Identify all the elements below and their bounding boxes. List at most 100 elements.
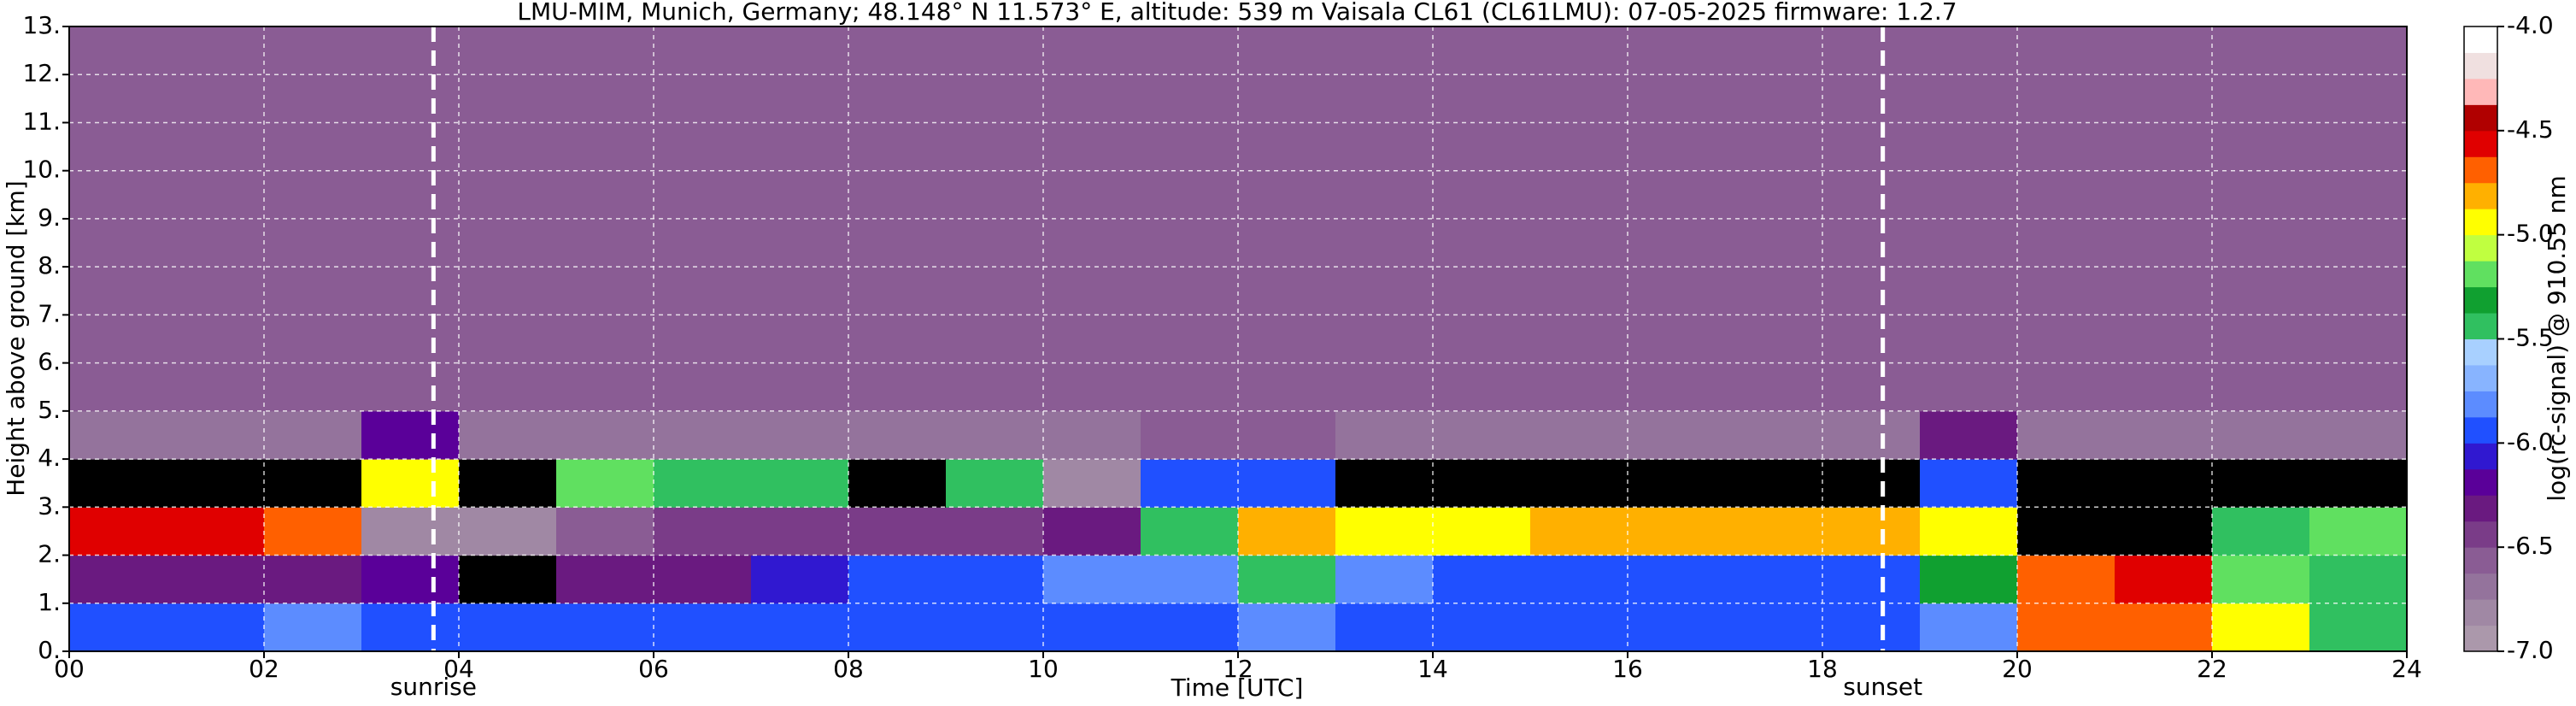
y-tick-label: 1. bbox=[38, 588, 61, 616]
y-tick-label: 10. bbox=[22, 156, 61, 184]
heatmap-cell bbox=[1628, 459, 1726, 508]
heatmap-cell bbox=[2212, 170, 2310, 220]
heatmap-cell bbox=[946, 410, 1044, 460]
heatmap-cell bbox=[848, 74, 947, 123]
heatmap-cell bbox=[1433, 218, 1531, 268]
heatmap-cell bbox=[1530, 74, 1628, 123]
heatmap-cell bbox=[1238, 315, 1336, 364]
heatmap-cell bbox=[1433, 410, 1531, 460]
heatmap-cell bbox=[751, 267, 849, 315]
heatmap-cell bbox=[1335, 315, 1434, 364]
heatmap-cell bbox=[1043, 26, 1141, 75]
colorbar-swatch bbox=[2464, 234, 2497, 262]
heatmap-cell bbox=[2115, 362, 2213, 412]
heatmap-cell bbox=[1628, 555, 1726, 604]
heatmap-cell bbox=[361, 26, 460, 75]
heatmap-cell bbox=[264, 410, 362, 460]
heatmap-cell bbox=[1822, 74, 1921, 123]
colorbar-swatch bbox=[2464, 52, 2497, 79]
heatmap-cell bbox=[1335, 26, 1434, 75]
heatmap-cell bbox=[2212, 410, 2310, 460]
heatmap-cell bbox=[848, 170, 947, 220]
heatmap-cell bbox=[1238, 26, 1336, 75]
heatmap-cell bbox=[2017, 410, 2115, 460]
heatmap-cell bbox=[946, 315, 1044, 364]
heatmap-cell bbox=[361, 507, 460, 556]
heatmap-cell bbox=[459, 603, 557, 652]
heatmap-cell bbox=[556, 74, 654, 123]
heatmap-cell bbox=[1530, 459, 1628, 508]
colorbar-swatch bbox=[2464, 313, 2497, 339]
colorbar-swatch bbox=[2464, 156, 2497, 184]
heatmap-cell bbox=[264, 459, 362, 508]
colorbar-swatch bbox=[2464, 391, 2497, 418]
heatmap-cell bbox=[361, 315, 460, 364]
heatmap-cell bbox=[1141, 555, 1239, 604]
y-tick-label: 0. bbox=[38, 636, 61, 664]
heatmap-cell bbox=[1433, 315, 1531, 364]
heatmap-cell bbox=[1238, 459, 1336, 508]
colorbar-swatch bbox=[2464, 573, 2497, 600]
heatmap-cell bbox=[1043, 507, 1141, 556]
colorbar-tick-label: -4.0 bbox=[2507, 11, 2554, 39]
heatmap-cell bbox=[1043, 122, 1141, 172]
heatmap-cell bbox=[751, 362, 849, 412]
heatmap-cell bbox=[1335, 410, 1434, 460]
heatmap-cell bbox=[1530, 507, 1628, 556]
heatmap-cell bbox=[167, 170, 265, 220]
heatmap-cell bbox=[1141, 362, 1239, 412]
heatmap-cell bbox=[848, 362, 947, 412]
heatmap-cell bbox=[848, 603, 947, 652]
heatmap-cell bbox=[361, 267, 460, 315]
heatmap-cell bbox=[1822, 410, 1921, 460]
heatmap-cell bbox=[2017, 459, 2115, 508]
heatmap-cell bbox=[2115, 603, 2213, 652]
heatmap-cell bbox=[1822, 315, 1921, 364]
heatmap-cell bbox=[1043, 555, 1141, 604]
heatmap-cell bbox=[1920, 170, 2018, 220]
heatmap-cell bbox=[654, 122, 752, 172]
heatmap-cell bbox=[1628, 26, 1726, 75]
colorbar-swatch bbox=[2464, 78, 2497, 105]
heatmap-cell bbox=[1433, 603, 1531, 652]
heatmap-cell bbox=[69, 170, 167, 220]
heatmap-cell bbox=[2115, 122, 2213, 172]
heatmap-cell bbox=[2309, 459, 2408, 508]
heatmap-cell bbox=[1238, 555, 1336, 604]
heatmap-cell bbox=[2115, 507, 2213, 556]
heatmap-cell bbox=[1043, 410, 1141, 460]
heatmap-cell bbox=[361, 122, 460, 172]
heatmap-cell bbox=[848, 459, 947, 508]
colorbar-swatch bbox=[2464, 104, 2497, 132]
heatmap-cell bbox=[848, 26, 947, 75]
heatmap-cell bbox=[69, 315, 167, 364]
heatmap-cell bbox=[1433, 507, 1531, 556]
heatmap-cell bbox=[1141, 218, 1239, 268]
heatmap-cell bbox=[1238, 507, 1336, 556]
heatmap-cell bbox=[1141, 315, 1239, 364]
heatmap-cell bbox=[1530, 410, 1628, 460]
heatmap-cell bbox=[1628, 507, 1726, 556]
heatmap-cell bbox=[1725, 315, 1823, 364]
heatmap-cell bbox=[1238, 218, 1336, 268]
heatmap-cell bbox=[1238, 362, 1336, 412]
heatmap-cell bbox=[1822, 555, 1921, 604]
heatmap-cell bbox=[1433, 459, 1531, 508]
heatmap-cell bbox=[1822, 267, 1921, 315]
heatmap-cell bbox=[2309, 603, 2408, 652]
x-tick-label: 02 bbox=[249, 655, 279, 683]
heatmap-cell bbox=[1335, 507, 1434, 556]
heatmap-cell bbox=[2115, 26, 2213, 75]
heatmap-cell bbox=[1920, 267, 2018, 315]
heatmap-cell bbox=[459, 555, 557, 604]
heatmap-cell bbox=[556, 26, 654, 75]
x-tick-label: 14 bbox=[1417, 655, 1448, 683]
heatmap-cell bbox=[459, 218, 557, 268]
heatmap-cell bbox=[1920, 362, 2018, 412]
heatmap-cell bbox=[751, 459, 849, 508]
heatmap-cell bbox=[1725, 74, 1823, 123]
heatmap-cell bbox=[751, 26, 849, 75]
x-tick-label: 22 bbox=[2197, 655, 2227, 683]
heatmap-cell bbox=[361, 555, 460, 604]
heatmap-cell bbox=[167, 74, 265, 123]
